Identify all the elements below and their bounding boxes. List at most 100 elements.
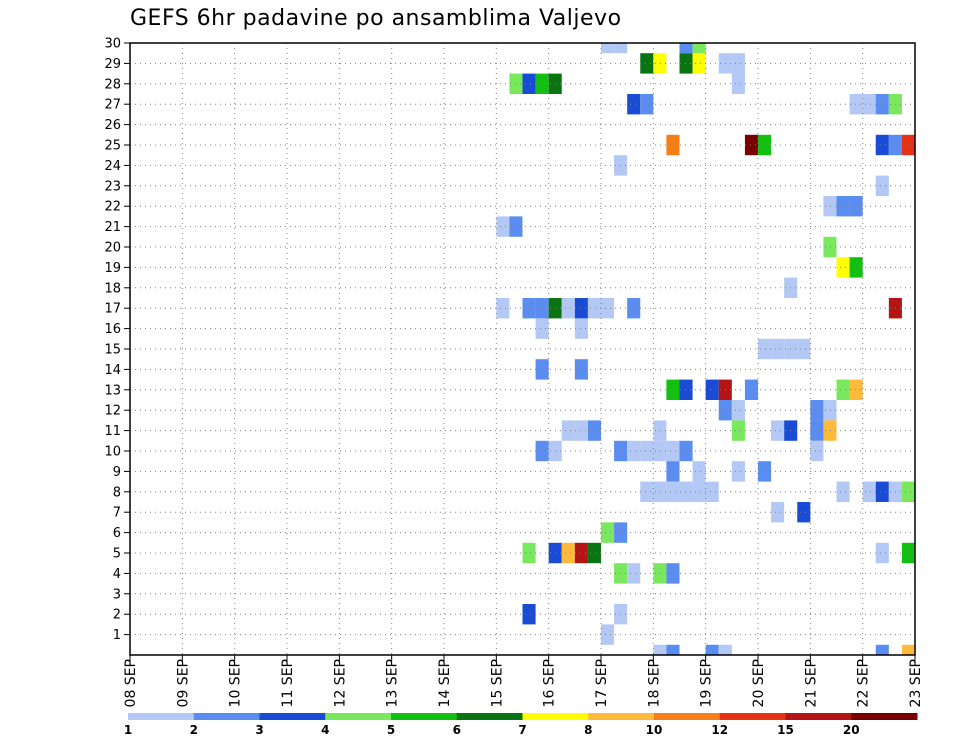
heatmap-cell <box>666 481 680 502</box>
legend-label: 6 <box>453 723 461 737</box>
heatmap-cell <box>836 196 850 217</box>
heatmap-cell <box>561 420 575 441</box>
heatmap-cell <box>718 644 732 655</box>
heatmap-cell <box>692 53 706 74</box>
heatmap-cell <box>875 542 889 564</box>
heatmap-cell <box>666 440 680 462</box>
heatmap-cell <box>522 604 536 625</box>
heatmap-cell <box>653 644 667 655</box>
heatmap-cell <box>653 481 667 502</box>
x-tick-label: 17 SEP <box>594 659 610 707</box>
heatmap-cell <box>679 379 693 400</box>
legend-swatch <box>654 713 721 720</box>
heatmap-cell <box>535 73 549 94</box>
heatmap-cell <box>705 379 719 400</box>
heatmap-cell <box>679 43 693 54</box>
grid-layer <box>130 43 915 655</box>
heatmap-cell <box>679 481 693 502</box>
heatmap-cell <box>731 461 745 482</box>
x-tick-label: 10 SEP <box>228 659 244 707</box>
heatmap-cell <box>862 94 876 115</box>
y-tick-label: 14 <box>104 363 121 378</box>
legend-label: 1 <box>124 723 132 737</box>
legend-swatch <box>522 713 589 720</box>
y-tick-label: 11 <box>104 424 121 439</box>
heatmap-cell <box>849 196 863 217</box>
y-tick-label: 6 <box>113 526 121 541</box>
heatmap-cell <box>875 134 889 156</box>
legend-label: 15 <box>777 723 794 737</box>
heatmap-cell <box>574 298 588 319</box>
x-tick-label: 15 SEP <box>489 659 505 707</box>
legend-swatch <box>325 713 392 720</box>
heatmap-cell <box>574 318 588 339</box>
heatmap-cell <box>771 338 785 360</box>
heatmap-cell <box>758 461 772 482</box>
heatmap-cell <box>875 644 889 655</box>
heatmap-cell <box>810 440 824 462</box>
heatmap-cell <box>640 440 654 462</box>
heatmap-cell <box>901 542 915 564</box>
heatmap-cell <box>692 461 706 482</box>
heatmap-cell <box>849 379 863 400</box>
heatmap-cell <box>744 134 758 156</box>
x-tick-label: 20 SEP <box>751 659 767 707</box>
heatmap-cell <box>875 175 889 196</box>
legend-label: 3 <box>255 723 263 737</box>
heatmap-cell <box>535 440 549 462</box>
y-tick-label: 21 <box>104 220 121 235</box>
heatmap-cell <box>574 542 588 564</box>
heatmap-cell <box>901 644 915 655</box>
heatmap-cell <box>692 43 706 54</box>
x-tick-label: 19 SEP <box>699 659 715 707</box>
heatmap-cell <box>601 298 615 319</box>
color-legend: 1 2 3 4 5 6 7 8 10 12 15 20 <box>124 713 918 737</box>
y-tick-label: 9 <box>113 465 121 480</box>
y-tick-label: 2 <box>113 608 121 623</box>
y-tick-label: 12 <box>104 404 121 419</box>
heatmap-cell <box>849 257 863 278</box>
x-tick-label: 21 SEP <box>803 659 819 707</box>
heatmap-cell <box>587 542 601 564</box>
heatmap-cell <box>561 298 575 319</box>
heatmap-cell <box>771 420 785 441</box>
x-tick-label: 23 SEP <box>908 659 924 707</box>
heatmap-cell <box>535 359 549 380</box>
heatmap-cell <box>823 196 837 217</box>
heatmap-cell <box>666 379 680 400</box>
x-tick-label: 13 SEP <box>385 659 401 707</box>
heatmap-cell <box>653 563 667 584</box>
heatmap-cell <box>627 563 641 584</box>
heatmap-cell <box>875 94 889 115</box>
y-tick-label: 16 <box>104 322 121 337</box>
heatmap-cell <box>627 94 641 115</box>
heatmap-cell <box>823 236 837 258</box>
heatmap-cell <box>823 400 837 421</box>
y-axis: 1234567891011121314151617181920212223242… <box>104 37 130 643</box>
heatmap-cell <box>627 440 641 462</box>
heatmap-cell <box>666 644 680 655</box>
heatmap-cell <box>653 440 667 462</box>
heatmap-cell <box>731 400 745 421</box>
heatmap-cell <box>875 481 889 502</box>
heatmap-cell <box>771 502 785 523</box>
heatmap-cell <box>679 440 693 462</box>
y-tick-label: 25 <box>104 139 121 154</box>
heatmap-cell <box>587 420 601 441</box>
legend-label: 2 <box>190 723 198 737</box>
heatmap-cell <box>496 216 510 237</box>
x-tick-label: 08 SEP <box>123 659 139 707</box>
y-tick-label: 19 <box>104 261 121 276</box>
heatmap-cell <box>823 420 837 441</box>
y-tick-label: 20 <box>104 241 121 256</box>
heatmap-cell <box>614 43 628 54</box>
y-tick-label: 18 <box>104 281 121 296</box>
heatmap-cell <box>601 43 615 54</box>
heatmap-cell <box>601 522 615 543</box>
y-tick-label: 17 <box>104 302 121 317</box>
heatmap-cell <box>653 53 667 74</box>
y-tick-label: 24 <box>104 159 121 174</box>
heatmap-cell <box>744 379 758 400</box>
heatmap-cell <box>522 542 536 564</box>
legend-swatch <box>785 713 852 720</box>
